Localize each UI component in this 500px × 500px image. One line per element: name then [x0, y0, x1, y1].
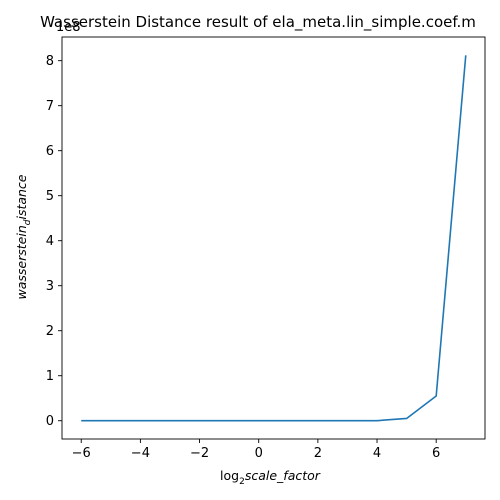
y-tick-label: 2: [46, 324, 54, 339]
x-tick-label: 2: [314, 446, 322, 461]
x-tick-label: 0: [255, 446, 263, 461]
x-axis-label: log2scale_factor: [220, 468, 321, 487]
y-offset-text: 1e8: [56, 20, 81, 35]
y-tick-label: 7: [46, 99, 54, 114]
y-tick-label: 4: [46, 234, 54, 249]
series-line: [81, 55, 467, 422]
y-tick-label: 5: [46, 189, 54, 204]
y-tick-label: 8: [46, 54, 54, 69]
y-axis-label-subscript: d: [23, 219, 33, 225]
x-tick-label: 4: [373, 446, 381, 461]
x-tick-label: −2: [190, 446, 209, 461]
y-axis-label: wassersteindistance: [14, 174, 33, 299]
x-axis-label-prefix: log: [220, 468, 239, 483]
x-axis-label-subscript: 2: [239, 477, 245, 487]
plot-area: −6 −4 −2 0 2 4 6 0 1 2 3 4 5 6 7 8: [46, 36, 486, 461]
x-axis-label-main: scale_factor: [245, 468, 321, 483]
y-tick-label: 1: [46, 369, 54, 384]
x-tick-label: 6: [432, 446, 440, 461]
y-tick-label: 3: [46, 279, 54, 294]
x-tick-label: −4: [131, 446, 150, 461]
y-tick-label: 0: [46, 414, 54, 429]
y-tick-label: 6: [46, 144, 54, 159]
x-tick-label: −6: [72, 446, 91, 461]
chart-title: Wasserstein Distance result of ela_meta.…: [40, 13, 476, 32]
y-axis-label-main: wasserstein: [14, 225, 29, 299]
y-axis-label-tail: istance: [14, 174, 29, 219]
axes-frame: [61, 36, 486, 440]
